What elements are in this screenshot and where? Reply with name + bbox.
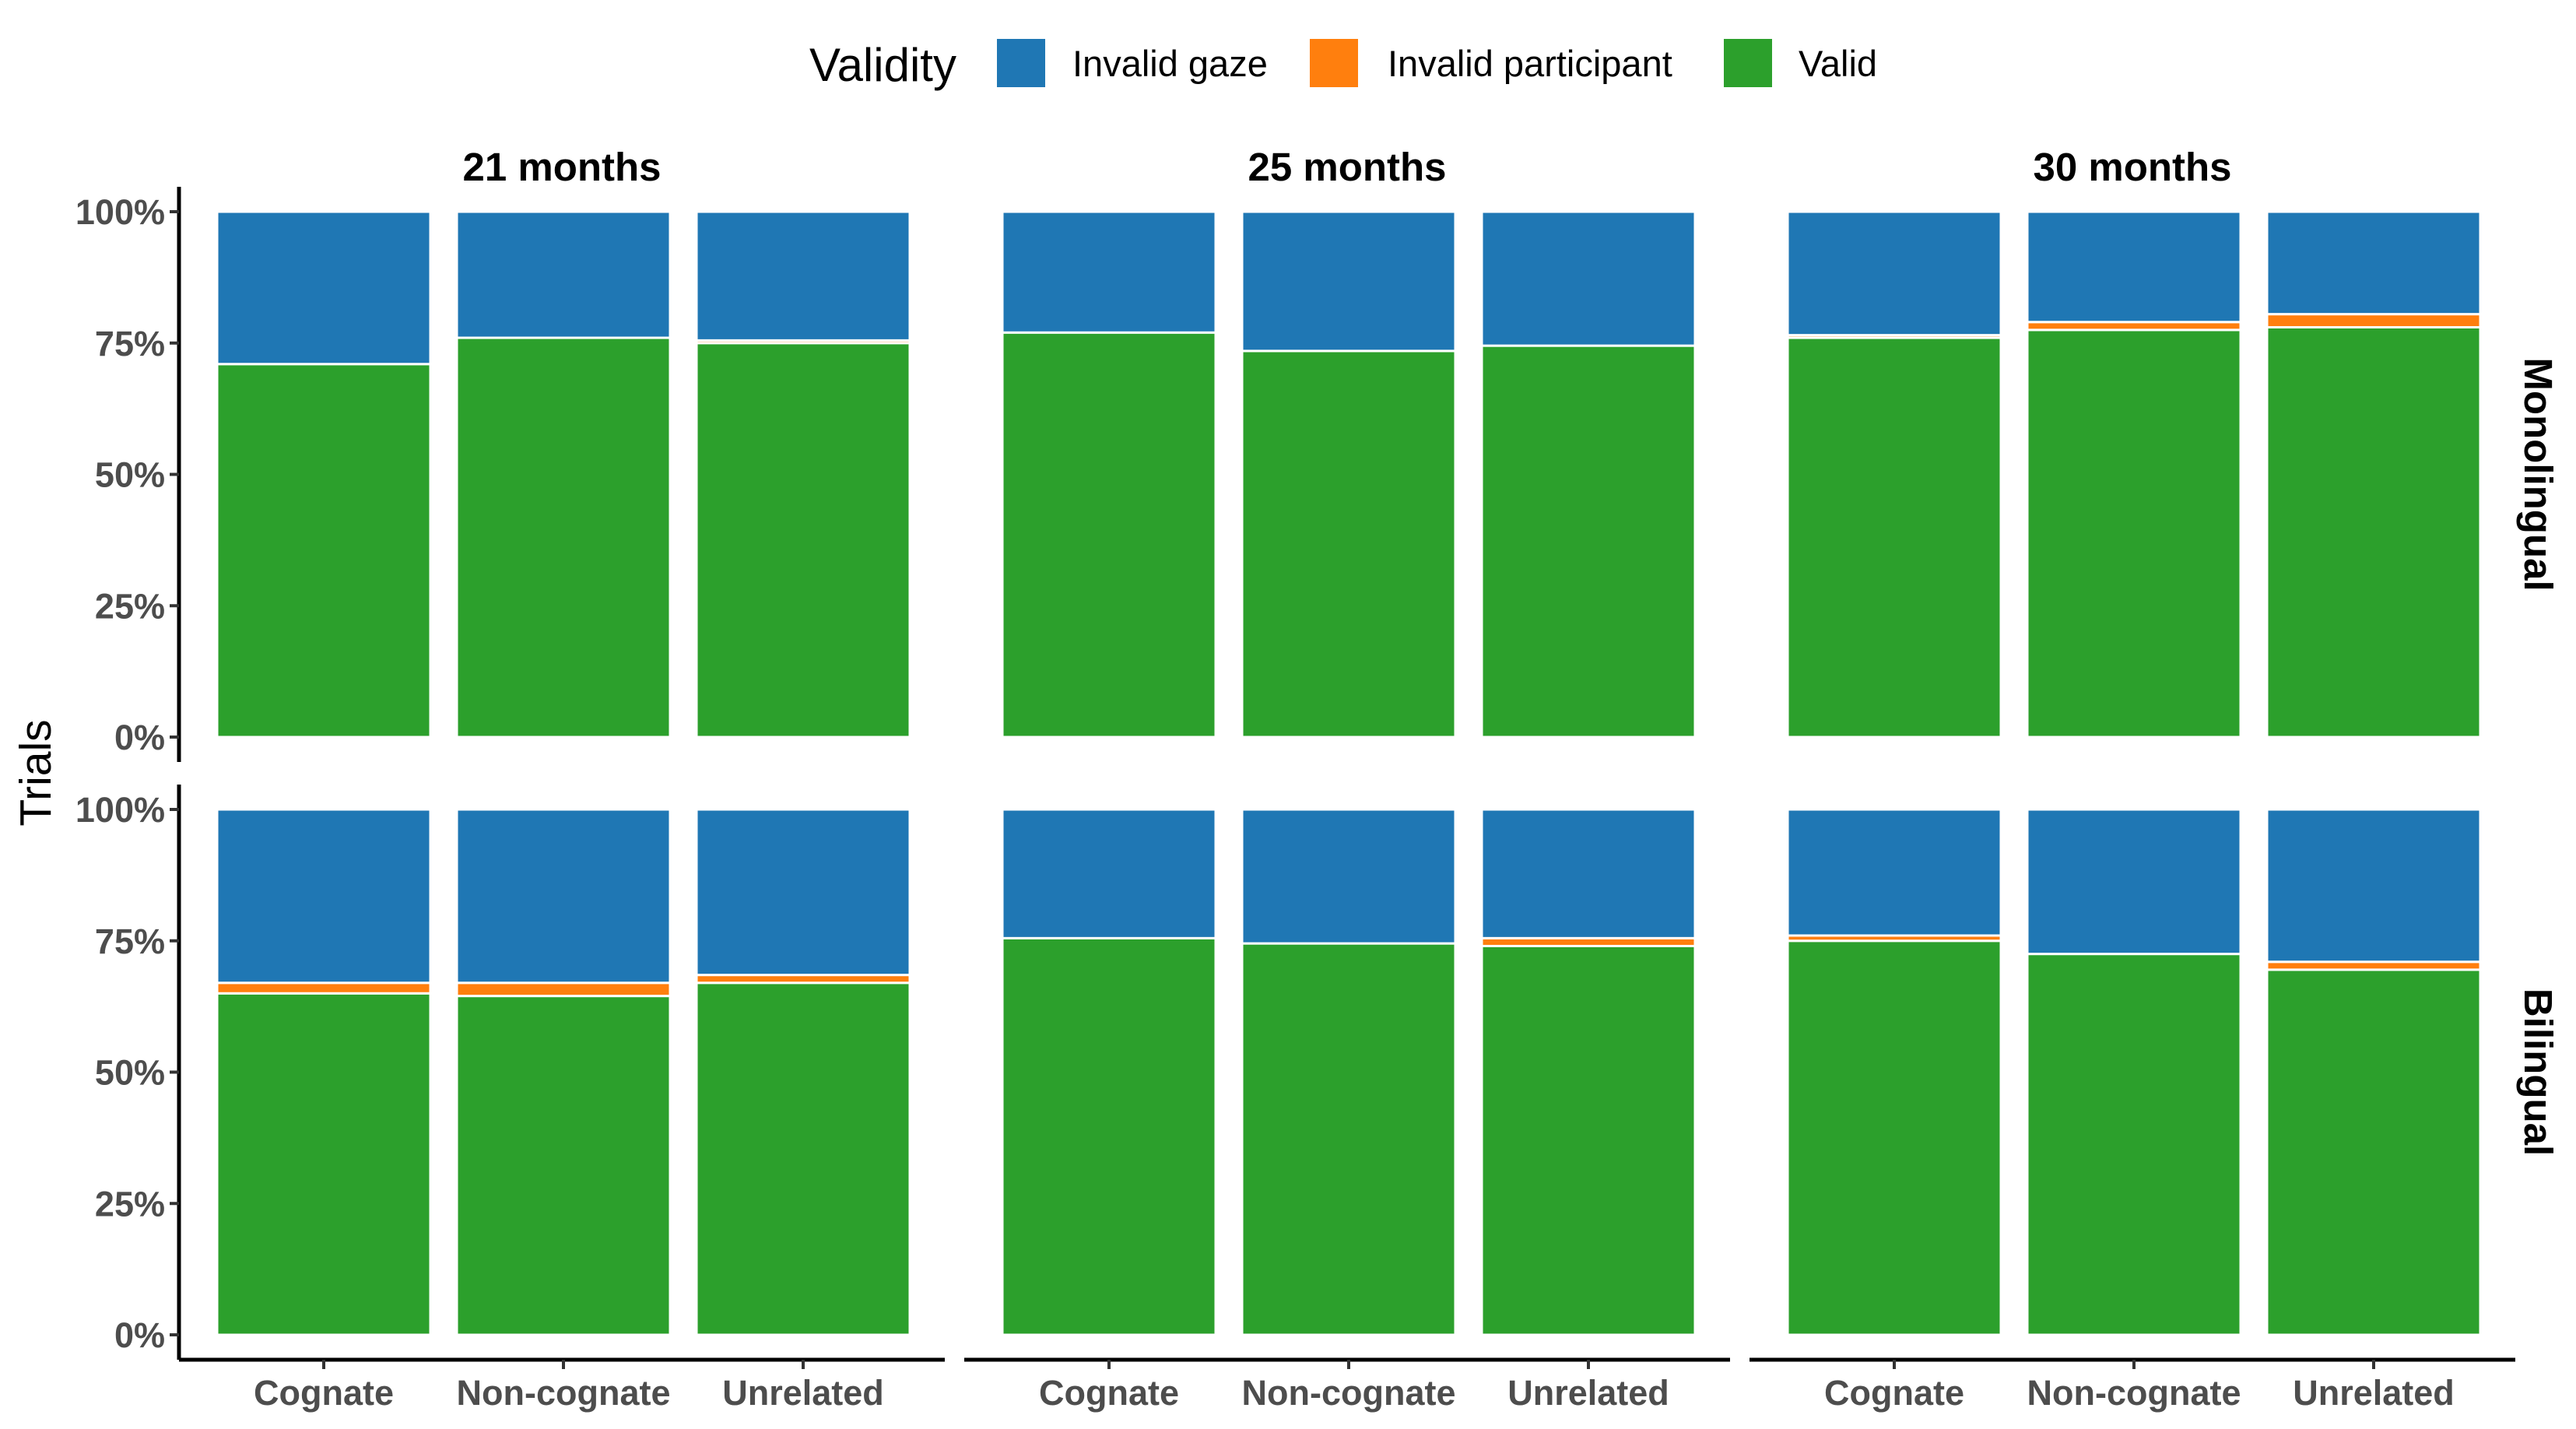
bar-segment-valid (2265, 326, 2482, 739)
y-tick-label: 25% (95, 1184, 165, 1224)
legend-label-invalid-participant: Invalid participant (1388, 43, 1672, 84)
bar-segment-invalid-gaze (2265, 210, 2482, 316)
bar-segment-invalid-participant (1480, 936, 1697, 947)
bar-segment-invalid-gaze (1001, 210, 1217, 334)
x-tick-label: Unrelated (2293, 1373, 2455, 1413)
y-tick-label: 100% (75, 192, 165, 232)
bar-segment-invalid-gaze (455, 210, 672, 339)
bar-segment-invalid-gaze (1241, 210, 1457, 353)
bar-segment-valid (1480, 945, 1697, 1336)
bar-segment-valid (2265, 968, 2482, 1336)
facet-column-title: 25 months (1248, 145, 1446, 189)
bar-segment-invalid-gaze (1786, 808, 2002, 937)
y-tick-label: 50% (95, 1053, 165, 1093)
bar-segment-valid (455, 995, 672, 1336)
y-tick-label: 100% (75, 790, 165, 830)
bar-segment-invalid-gaze (2265, 808, 2482, 964)
y-tick-label: 75% (95, 922, 165, 961)
legend-label-valid: Valid (1799, 43, 1877, 84)
bar-segment-invalid-participant (2265, 960, 2482, 971)
legend-key-valid (1724, 39, 1772, 87)
bar-segment-valid (1241, 942, 1457, 1336)
x-tick-label: Non-cognate (2027, 1373, 2241, 1413)
bar-segment-invalid-participant (455, 981, 672, 998)
bar-segment-invalid-gaze (695, 808, 911, 977)
bar-segment-valid (1786, 939, 2002, 1336)
facet-row-title: Monolingual (2516, 357, 2560, 591)
bar-segment-valid (216, 992, 432, 1336)
bar-segment-valid (1480, 344, 1697, 739)
x-tick-label: Cognate (254, 1373, 394, 1413)
x-tick-label: Unrelated (722, 1373, 884, 1413)
x-tick-label: Non-cognate (1242, 1373, 1456, 1413)
bar-segment-invalid-gaze (216, 808, 432, 985)
bar-segment-valid (1001, 331, 1217, 739)
bar-segment-invalid-gaze (216, 210, 432, 366)
y-tick-label: 50% (95, 455, 165, 495)
bar-segment-valid (1241, 349, 1457, 739)
legend-key-invalid-participant (1310, 39, 1358, 87)
bar-segment-invalid-gaze (2026, 808, 2242, 956)
bar-segment-valid (1001, 936, 1217, 1336)
bar-segment-invalid-gaze (695, 210, 911, 342)
bar-segment-valid (695, 342, 911, 739)
bar-segment-invalid-participant (695, 974, 911, 985)
bar-segment-invalid-gaze (1786, 210, 2002, 337)
facet-column-title: 30 months (2033, 145, 2231, 189)
facet-column-title: 21 months (462, 145, 661, 189)
bar-segment-valid (2026, 953, 2242, 1336)
bar-segment-invalid-participant (216, 981, 432, 995)
facet-row-title: Bilingual (2516, 988, 2560, 1156)
y-tick-label: 75% (95, 324, 165, 363)
x-tick-label: Non-cognate (457, 1373, 671, 1413)
x-tick-label: Unrelated (1507, 1373, 1669, 1413)
facet-titles: 21 months 25 months 30 months Monolingual Bi… (462, 145, 2560, 1156)
legend-label-invalid-gaze: Invalid gaze (1072, 43, 1268, 84)
bar-segment-invalid-gaze (2026, 210, 2242, 324)
y-axis-title: Trials (11, 719, 61, 826)
legend-key-invalid-gaze (997, 39, 1045, 87)
legend: Validity Invalid gaze Invalid participant V… (809, 39, 1877, 91)
bar-segment-invalid-gaze (1241, 808, 1457, 945)
bar-segment-invalid-participant (2265, 313, 2482, 328)
x-tick-label: Cognate (1824, 1373, 1964, 1413)
bar-segment-invalid-participant (2026, 321, 2242, 332)
bar-segment-valid (695, 981, 911, 1336)
bar-segment-valid (2026, 328, 2242, 739)
axes: 0% 25% 50% 75% 100% 0% 25% 50% 75% 100% Cognate Non… (75, 187, 2515, 1413)
y-tick-label: 25% (95, 586, 165, 626)
bar-segment-invalid-gaze (1001, 808, 1217, 939)
x-tick-label: Cognate (1039, 1373, 1179, 1413)
bar-segment-valid (455, 336, 672, 739)
y-tick-label: 0% (114, 1315, 165, 1355)
legend-title: Validity (809, 39, 956, 91)
bar-segment-invalid-gaze (455, 808, 672, 985)
bar-segment-invalid-gaze (1480, 808, 1697, 939)
bars (216, 210, 2482, 1336)
bar-segment-invalid-gaze (1480, 210, 1697, 347)
bar-segment-valid (216, 363, 432, 739)
y-tick-label: 0% (114, 718, 165, 757)
bar-segment-valid (1786, 336, 2002, 739)
